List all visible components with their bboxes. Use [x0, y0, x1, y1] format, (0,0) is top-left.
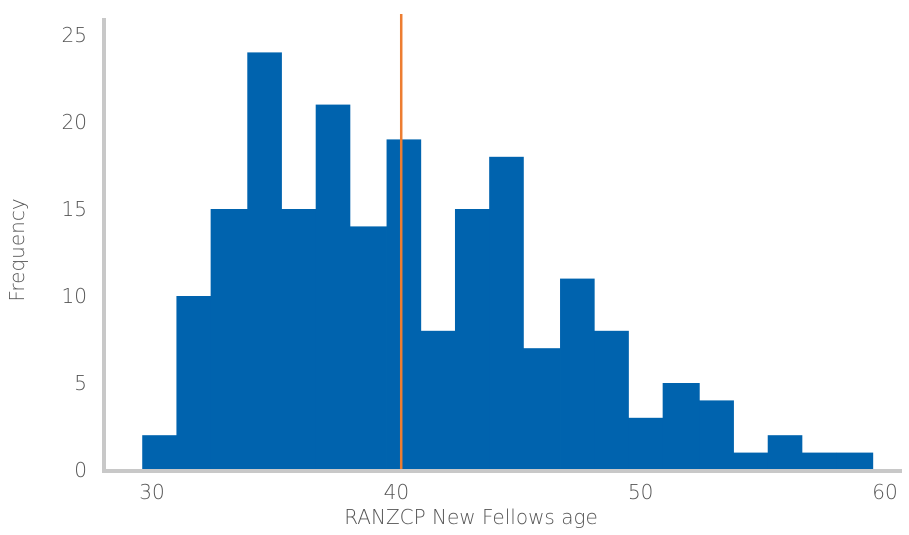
y-tick-label: 20 — [62, 110, 87, 134]
bars-layer — [142, 52, 874, 471]
histogram-bar — [662, 383, 700, 470]
x-tick-label: 60 — [872, 480, 897, 504]
histogram-bar — [210, 209, 248, 470]
histogram-bar — [247, 52, 282, 471]
histogram-bar — [733, 452, 769, 470]
histogram-bar — [315, 104, 351, 470]
histogram-bar — [420, 330, 456, 470]
histogram-bar — [801, 452, 837, 470]
histogram-bar — [454, 209, 490, 470]
histogram-bar — [142, 435, 177, 470]
histogram-bar — [628, 417, 664, 470]
histogram-bar — [489, 156, 524, 471]
y-tick-label: 15 — [62, 197, 87, 221]
histogram-bar — [523, 348, 561, 470]
x-tick-label: 30 — [139, 480, 164, 504]
y-axis-label: Frequency — [5, 198, 29, 301]
x-tick-label: 50 — [628, 480, 653, 504]
histogram-bar — [281, 209, 317, 470]
histogram-bar — [699, 400, 734, 470]
x-tick-labels: 30 40 50 60 — [139, 480, 897, 504]
y-tick-label: 10 — [62, 284, 87, 308]
x-axis-label: RANZCP New Fellows age — [344, 505, 598, 529]
y-tick-label: 0 — [74, 458, 87, 482]
y-tick-labels: 0 5 10 15 20 25 — [62, 23, 87, 482]
histogram-bar — [176, 296, 212, 470]
x-tick-label: 40 — [384, 480, 409, 504]
y-tick-label: 25 — [62, 23, 87, 47]
histogram-bar — [386, 139, 422, 470]
histogram-bar — [836, 452, 874, 470]
y-tick-label: 5 — [74, 371, 87, 395]
histogram-bar — [349, 226, 387, 470]
histogram-bar — [767, 435, 803, 470]
histogram-bar — [594, 330, 629, 470]
histogram-bar — [560, 278, 595, 470]
